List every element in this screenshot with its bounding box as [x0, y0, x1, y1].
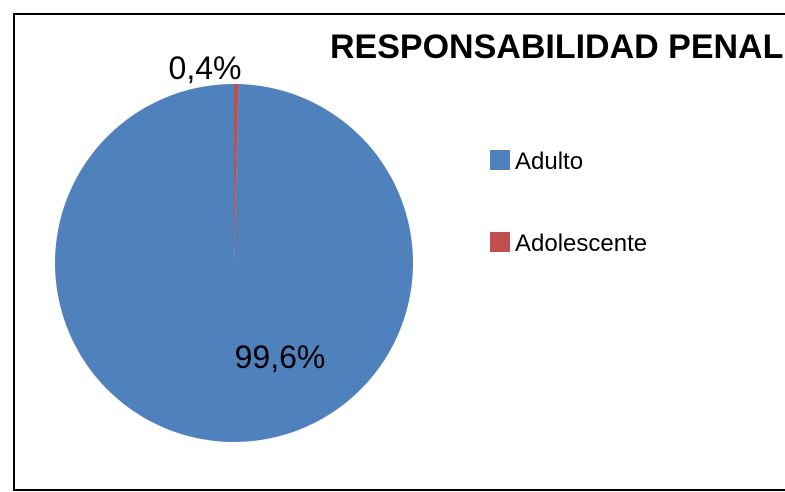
slice-labels: 99,6% 0,4%	[169, 50, 326, 375]
pie-slice-adulto	[54, 84, 413, 442]
slice-label-adulto: 99,6%	[235, 339, 326, 375]
legend-swatch-adulto	[490, 150, 510, 170]
legend-swatch-adolescente	[490, 232, 510, 252]
legend-label-adulto: Adulto	[515, 148, 583, 175]
chart-title: RESPONSABILIDAD PENAL	[330, 28, 783, 66]
legend: Adulto Adolescente	[490, 148, 647, 257]
slice-label-adolescente: 0,4%	[169, 50, 242, 86]
pie-slice-adolescente	[234, 84, 239, 263]
pie-slices	[54, 84, 413, 442]
legend-label-adolescente: Adolescente	[515, 230, 647, 257]
